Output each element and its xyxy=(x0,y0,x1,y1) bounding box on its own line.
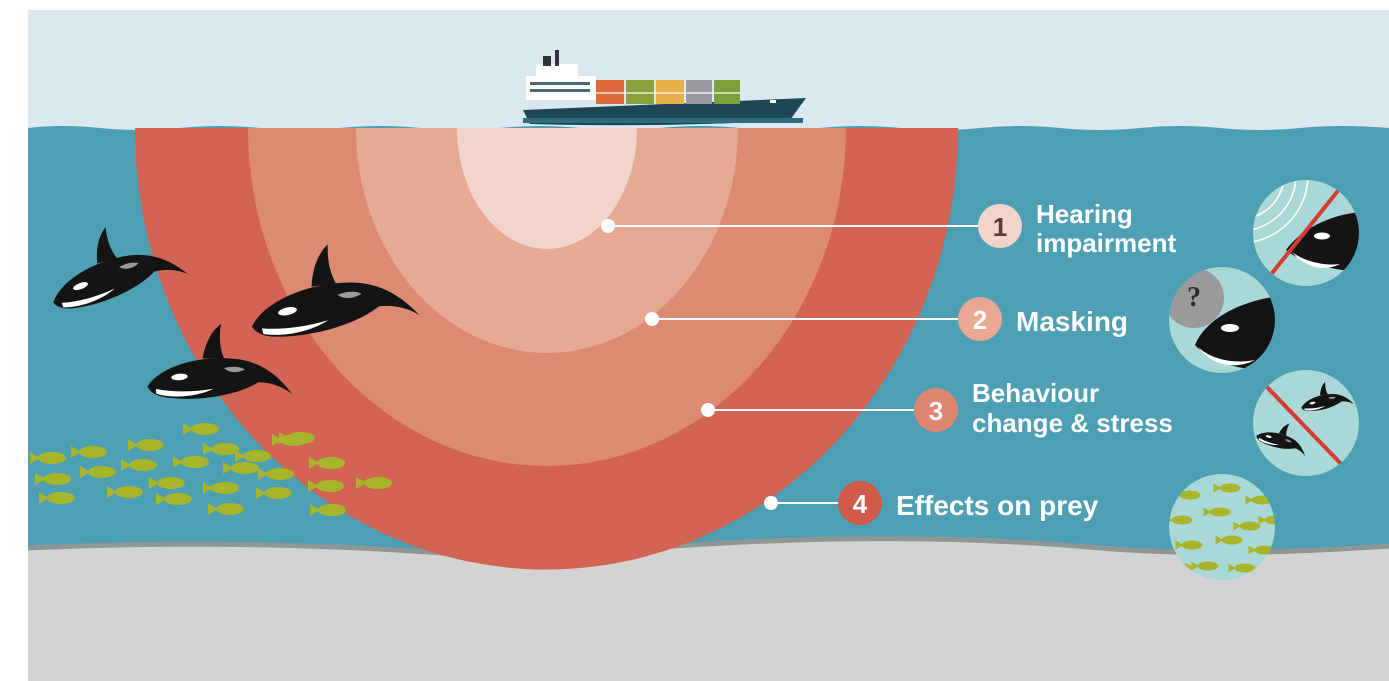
leader-lines xyxy=(608,225,980,504)
zone-4-marker-dot xyxy=(764,496,778,510)
question-mark-icon: ? xyxy=(1187,282,1201,313)
zone-1-area xyxy=(457,128,637,249)
zone-4-label-group: 4 Effects on prey xyxy=(838,481,1099,525)
zone-3-label-line-2: change & stress xyxy=(972,408,1173,438)
container-ship xyxy=(523,50,806,126)
zone-2-label-line-1: Masking xyxy=(1016,306,1128,337)
zone-1-badge xyxy=(978,204,1022,248)
zone-3-badge xyxy=(914,388,958,432)
zone-4-label-line-1: Effects on prey xyxy=(896,490,1099,521)
zone-1-label-group: 1 Hearing impairment xyxy=(978,199,1176,258)
zone-3-marker-dot xyxy=(701,403,715,417)
zone-1-marker-dot xyxy=(601,219,615,233)
behaviour-change-icon xyxy=(1253,370,1359,476)
zone-3-label-line-1: Behaviour xyxy=(972,378,1099,408)
zone-1-number: 1 xyxy=(993,212,1007,242)
zone-2-number: 2 xyxy=(973,305,987,335)
hearing-impairment-icon xyxy=(1253,180,1359,286)
zone-4-number: 4 xyxy=(853,489,868,519)
zone-1-label-line-2: impairment xyxy=(1036,228,1176,258)
background-left-margin xyxy=(0,0,28,681)
zone-3-label-group: 3 Behaviour change & stress xyxy=(914,378,1173,438)
zone-1-label-line-1: Hearing xyxy=(1036,199,1133,229)
effects-on-prey-icon xyxy=(1169,474,1275,580)
zone-2-label-group: 2 Masking xyxy=(958,297,1128,341)
zone-2-marker-dot xyxy=(645,312,659,326)
zone-2-badge xyxy=(958,297,1002,341)
seabed xyxy=(28,538,1389,681)
zone-3-number: 3 xyxy=(929,396,943,426)
zone-4-badge xyxy=(838,481,882,525)
